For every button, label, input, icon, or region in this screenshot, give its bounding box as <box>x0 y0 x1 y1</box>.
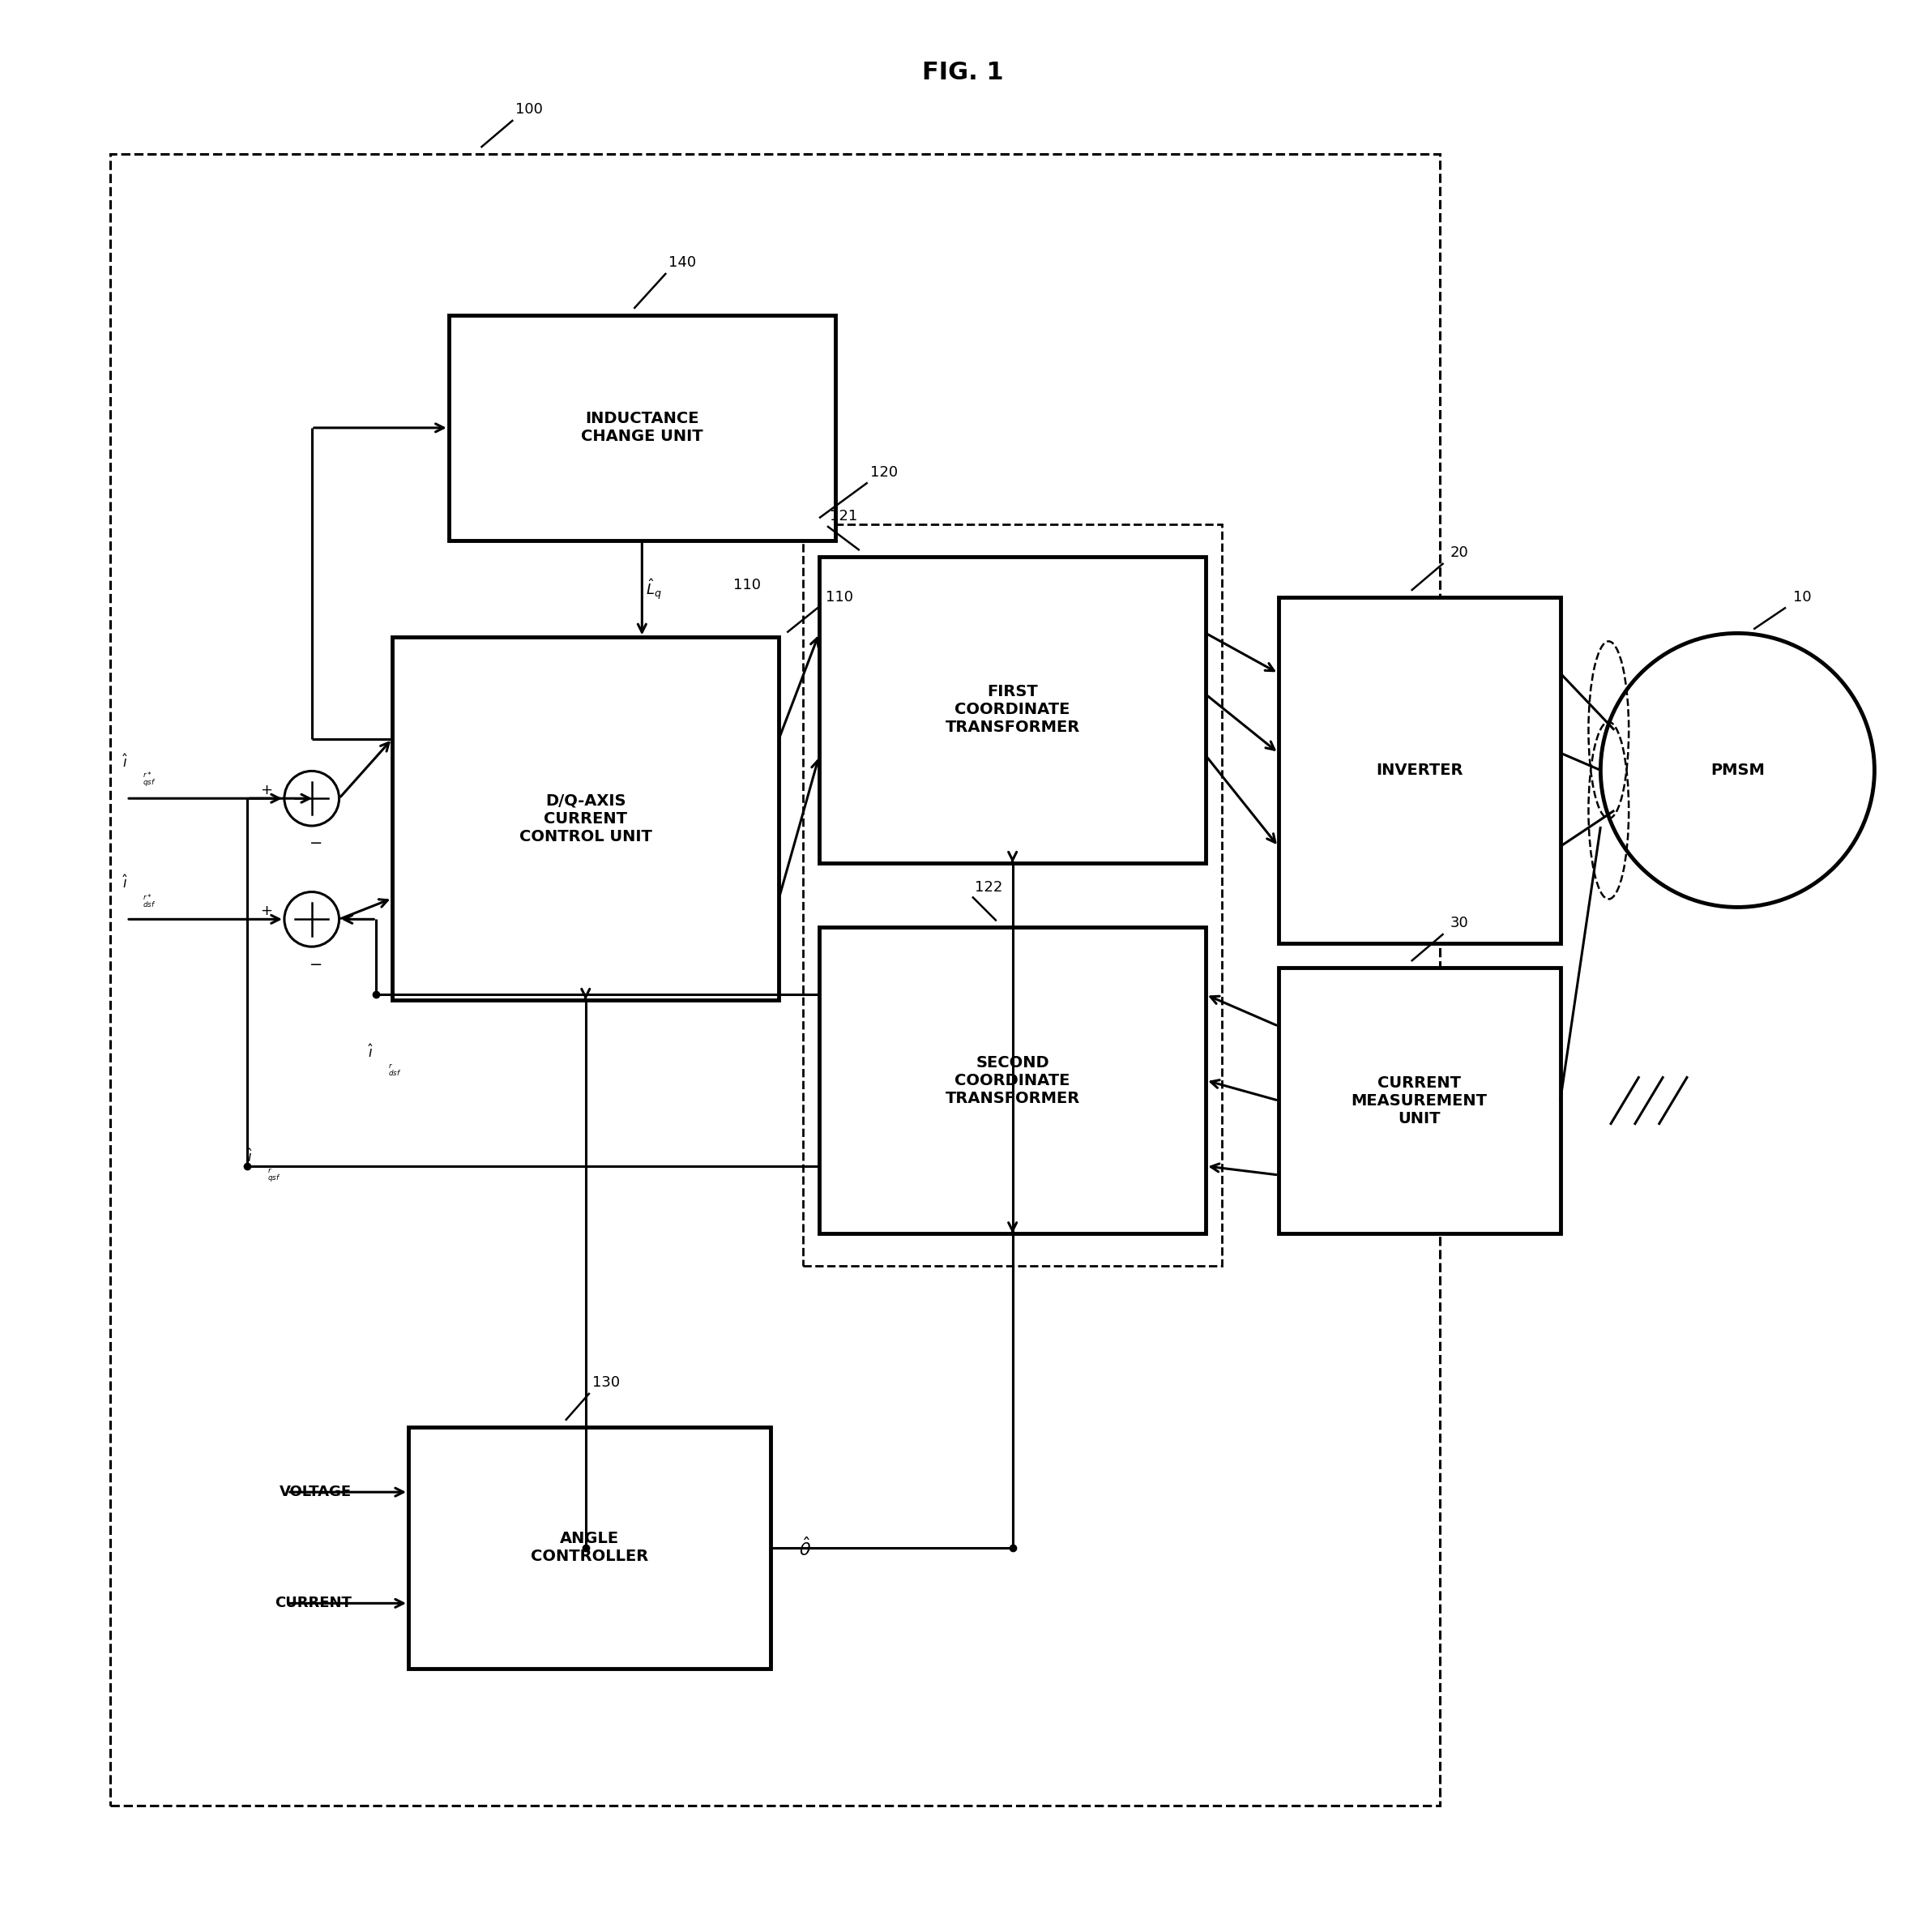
Text: $\hat{\imath}$: $\hat{\imath}$ <box>368 1043 374 1061</box>
Text: INDUCTANCE
CHANGE UNIT: INDUCTANCE CHANGE UNIT <box>582 412 703 444</box>
Text: $\hat{\imath}$: $\hat{\imath}$ <box>123 753 129 771</box>
Text: 10: 10 <box>1793 589 1810 605</box>
Text: −: − <box>308 956 322 972</box>
Text: PMSM: PMSM <box>1710 763 1764 779</box>
Text: CURRENT: CURRENT <box>275 1596 352 1611</box>
Bar <box>1279 968 1560 1233</box>
Text: ${}^{r*}_{qsf}$: ${}^{r*}_{qsf}$ <box>143 771 156 790</box>
Text: 110: 110 <box>734 578 761 593</box>
Text: 130: 130 <box>591 1376 620 1389</box>
Text: ANGLE
CONTROLLER: ANGLE CONTROLLER <box>532 1530 649 1565</box>
Text: 120: 120 <box>871 466 898 479</box>
Text: INVERTER: INVERTER <box>1375 763 1464 779</box>
Text: ${}^{r}_{qsf}$: ${}^{r}_{qsf}$ <box>268 1167 281 1184</box>
Text: FIRST
COORDINATE
TRANSFORMER: FIRST COORDINATE TRANSFORMER <box>946 684 1080 736</box>
Text: $\hat{\imath}$: $\hat{\imath}$ <box>247 1150 252 1165</box>
Circle shape <box>285 893 339 947</box>
Text: 110: 110 <box>826 589 853 605</box>
Text: 140: 140 <box>668 255 695 270</box>
Bar <box>803 524 1221 1265</box>
Text: 100: 100 <box>516 102 543 116</box>
Circle shape <box>285 771 339 825</box>
Text: +: + <box>260 904 273 918</box>
Text: +: + <box>260 782 273 798</box>
Text: SECOND
COORDINATE
TRANSFORMER: SECOND COORDINATE TRANSFORMER <box>946 1055 1080 1105</box>
Text: VOLTAGE: VOLTAGE <box>279 1486 352 1499</box>
Text: FIG. 1: FIG. 1 <box>923 62 1003 85</box>
Bar <box>819 556 1206 864</box>
Bar <box>408 1428 770 1669</box>
Text: $\hat{L}_q$: $\hat{L}_q$ <box>645 578 663 601</box>
Text: CURRENT
MEASUREMENT
UNIT: CURRENT MEASUREMENT UNIT <box>1352 1074 1487 1126</box>
Text: 121: 121 <box>830 510 857 524</box>
Text: D/Q-AXIS
CURRENT
CONTROL UNIT: D/Q-AXIS CURRENT CONTROL UNIT <box>520 792 653 844</box>
Bar <box>393 638 778 1001</box>
Text: −: − <box>308 837 322 852</box>
Text: ${}^{r*}_{dsf}$: ${}^{r*}_{dsf}$ <box>143 893 156 910</box>
Text: $\hat{\theta}$: $\hat{\theta}$ <box>799 1536 811 1559</box>
Text: 30: 30 <box>1450 916 1470 931</box>
Text: 122: 122 <box>975 879 1002 895</box>
Bar <box>110 155 1439 1806</box>
Bar <box>1279 597 1560 943</box>
Bar <box>819 927 1206 1233</box>
Text: ${}^{r}_{dsf}$: ${}^{r}_{dsf}$ <box>389 1063 401 1078</box>
Text: $\hat{\imath}$: $\hat{\imath}$ <box>123 875 129 891</box>
Bar <box>449 315 836 541</box>
Text: 20: 20 <box>1450 545 1470 560</box>
